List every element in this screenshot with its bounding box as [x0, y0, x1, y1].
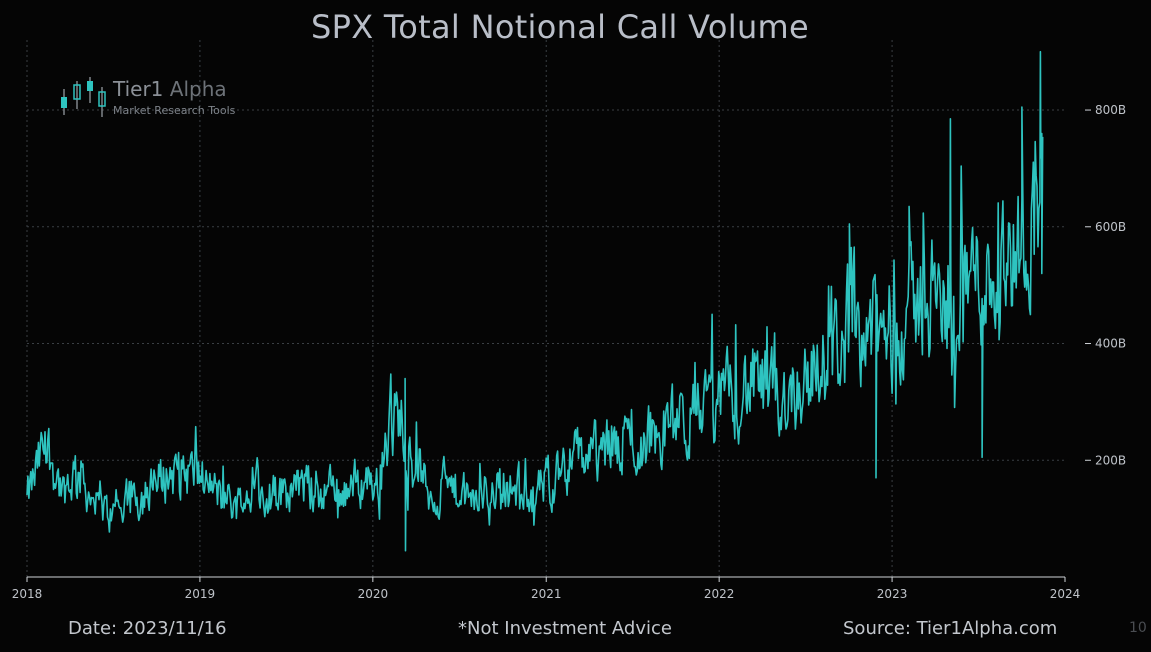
logo-name-a: Tier1	[113, 77, 164, 101]
x-tick-label: 2022	[704, 587, 735, 601]
x-tick-label: 2023	[877, 587, 908, 601]
chart-title: SPX Total Notional Call Volume	[310, 8, 809, 46]
x-tick-label: 2024	[1050, 587, 1081, 601]
y-tick-label: 400B	[1095, 337, 1126, 351]
x-tick-label: 2018	[12, 587, 43, 601]
series-line	[26, 50, 1044, 552]
y-ticks: 200B 400B 600B 800B	[1085, 103, 1126, 467]
x-tick-label: 2019	[185, 587, 216, 601]
page-number: 10	[1129, 620, 1147, 636]
logo-tagline: Market Research Tools	[113, 104, 236, 117]
y-tick-label: 800B	[1095, 103, 1126, 117]
grid	[26, 40, 1065, 577]
y-tick-label: 200B	[1095, 453, 1126, 467]
footer-source: Source: Tier1Alpha.com	[843, 618, 1058, 639]
footer-date: Date: 2023/11/16	[68, 618, 227, 639]
x-ticks: 2018 2019 2020 2021 2022 2023 2024	[12, 577, 1081, 601]
logo-name: Tier1 Alpha	[113, 77, 227, 101]
x-tick-label: 2020	[358, 587, 389, 601]
candlestick-icon	[61, 77, 106, 117]
x-tick-label: 2021	[531, 587, 562, 601]
y-tick-label: 600B	[1095, 220, 1126, 234]
logo-name-b: Alpha	[163, 77, 227, 101]
footer-disclaimer: *Not Investment Advice	[458, 618, 672, 639]
